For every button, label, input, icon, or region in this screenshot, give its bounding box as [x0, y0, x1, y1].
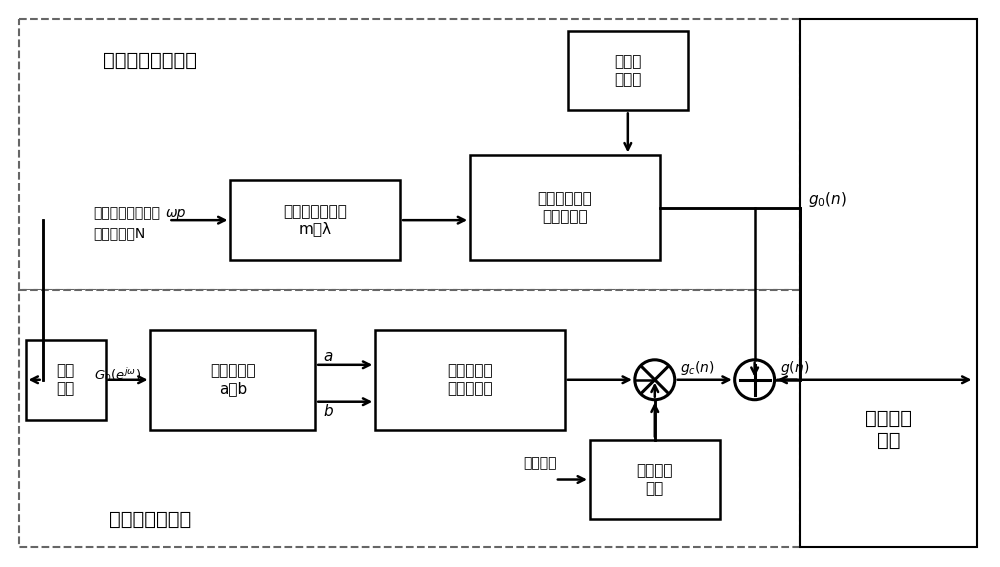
Bar: [375, 330, 565, 430]
Bar: [230, 180, 400, 260]
Text: 优化参数: 优化参数: [523, 456, 557, 471]
Text: 补偿滤波器设计: 补偿滤波器设计: [109, 510, 192, 529]
Text: b: b: [323, 404, 333, 419]
Bar: [150, 330, 315, 430]
Text: 求补偿参数
a、b: 求补偿参数 a、b: [210, 363, 256, 396]
Bar: [26, 340, 106, 420]
Bar: [590, 439, 720, 519]
Bar: [568, 31, 688, 111]
Text: 凯撒卷积
单窗: 凯撒卷积 单窗: [637, 463, 673, 496]
Text: 频率
响应: 频率 响应: [56, 363, 75, 396]
Text: 补偿滤波器
系数解析式: 补偿滤波器 系数解析式: [447, 363, 493, 396]
Text: $g(n)$: $g(n)$: [780, 359, 809, 377]
Text: $g_c(n)$: $g_c(n)$: [680, 359, 715, 377]
Text: 哈明卷
积单窗: 哈明卷 积单窗: [614, 54, 642, 87]
Text: $G_0(e^{j\omega})$: $G_0(e^{j\omega})$: [94, 366, 141, 384]
Bar: [19, 290, 800, 547]
Text: 补偿前滤波器设计: 补偿前滤波器设计: [103, 51, 197, 70]
Bar: [800, 19, 977, 547]
Text: a: a: [323, 349, 333, 365]
Text: 给定通带截止频率: 给定通带截止频率: [93, 206, 160, 220]
Text: 系数叠加
过程: 系数叠加 过程: [865, 409, 912, 450]
Text: $g_0(n)$: $g_0(n)$: [808, 190, 847, 209]
Text: ωp: ωp: [165, 206, 186, 220]
Text: 滤波器阶数N: 滤波器阶数N: [93, 226, 145, 240]
Text: 确定滤波器参数
m、λ: 确定滤波器参数 m、λ: [283, 204, 347, 236]
Text: 补偿前滤波器
系数解析式: 补偿前滤波器 系数解析式: [538, 192, 592, 224]
Bar: [19, 19, 800, 290]
Bar: [470, 155, 660, 260]
